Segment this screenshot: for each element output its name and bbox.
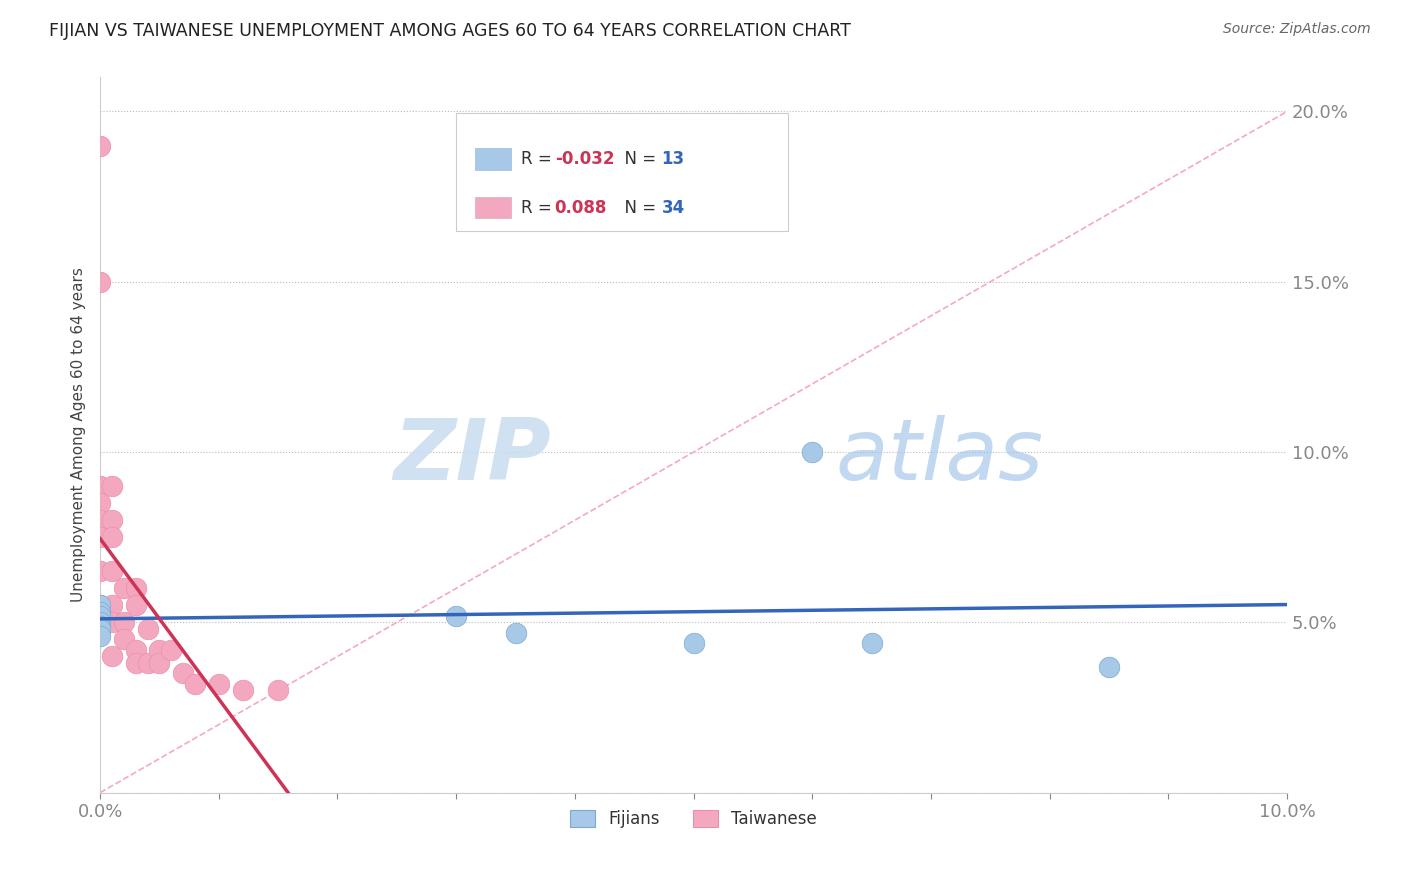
Point [89, 275, 111, 289]
Text: 0.088: 0.088 [555, 199, 607, 217]
FancyBboxPatch shape [456, 113, 789, 231]
Point [860, 636, 883, 650]
Point [89, 622, 111, 636]
Point [208, 676, 231, 690]
Point [801, 445, 824, 459]
Point [89, 138, 111, 153]
Point [89, 619, 111, 633]
Text: 13: 13 [661, 150, 685, 168]
Point [101, 530, 124, 544]
Point [125, 657, 148, 671]
Point [101, 513, 124, 527]
Point [89, 513, 111, 527]
Point [184, 676, 207, 690]
Point [136, 657, 159, 671]
Text: -0.032: -0.032 [555, 150, 614, 168]
Point [148, 642, 170, 657]
Point [125, 642, 148, 657]
Point [89, 530, 111, 544]
Point [112, 632, 135, 647]
Point [101, 564, 124, 578]
Legend: Fijians, Taiwanese: Fijians, Taiwanese [564, 803, 824, 834]
Point [160, 642, 183, 657]
Point [101, 479, 124, 493]
Point [136, 622, 159, 636]
Point [89, 599, 111, 613]
Point [444, 608, 467, 623]
Point [89, 622, 111, 636]
Point [505, 625, 527, 640]
Point [89, 608, 111, 623]
Point [89, 496, 111, 510]
Point [89, 564, 111, 578]
Text: R =: R = [522, 150, 557, 168]
Y-axis label: Unemployment Among Ages 60 to 64 years: Unemployment Among Ages 60 to 64 years [72, 268, 86, 602]
Point [89, 599, 111, 613]
Point [267, 683, 290, 698]
Point [112, 615, 135, 630]
FancyBboxPatch shape [475, 148, 510, 169]
Point [148, 657, 170, 671]
Point [89, 605, 111, 619]
FancyBboxPatch shape [475, 197, 510, 219]
Text: ZIP: ZIP [394, 415, 551, 498]
Text: FIJIAN VS TAIWANESE UNEMPLOYMENT AMONG AGES 60 TO 64 YEARS CORRELATION CHART: FIJIAN VS TAIWANESE UNEMPLOYMENT AMONG A… [49, 22, 851, 40]
Point [125, 582, 148, 596]
Point [125, 599, 148, 613]
Point [89, 479, 111, 493]
Point [101, 615, 124, 630]
Point [89, 615, 111, 630]
Text: N =: N = [614, 150, 661, 168]
Point [1098, 659, 1121, 673]
Point [112, 582, 135, 596]
Point [101, 599, 124, 613]
Text: 34: 34 [661, 199, 685, 217]
Point [101, 649, 124, 664]
Point [682, 636, 704, 650]
Point [89, 615, 111, 630]
Point [232, 683, 254, 698]
Point [89, 629, 111, 643]
Text: atlas: atlas [837, 415, 1045, 498]
Point [172, 666, 194, 681]
Text: N =: N = [614, 199, 661, 217]
Text: R =: R = [522, 199, 557, 217]
Text: Source: ZipAtlas.com: Source: ZipAtlas.com [1223, 22, 1371, 37]
